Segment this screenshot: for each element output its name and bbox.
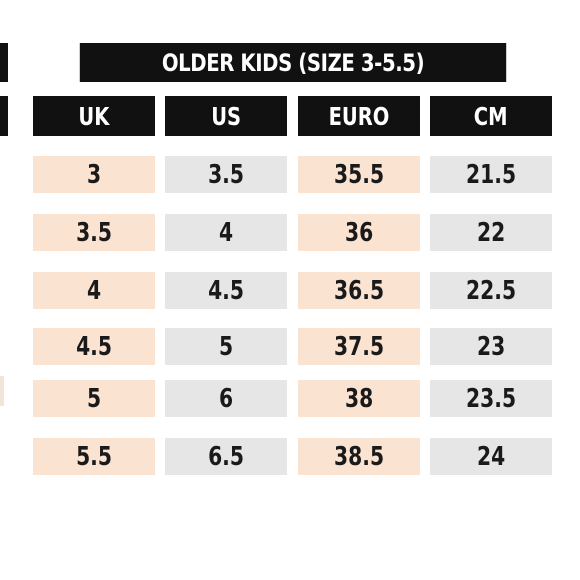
size-chart-title: OLDER KIDS (SIZE 3-5.5) (79, 43, 507, 82)
cell-value: 37.5 (333, 331, 385, 362)
table-cell-euro: 35.5 (298, 156, 420, 193)
table-cell-us: 4.5 (165, 272, 287, 309)
table-cell-cm: 21.5 (430, 156, 552, 193)
column-header-uk: UK (33, 96, 155, 136)
column-header-label: CM (474, 101, 508, 131)
cell-value: 36 (344, 217, 374, 248)
cell-value: 21.5 (465, 159, 517, 190)
table-cell-uk: 5 (33, 380, 155, 417)
cell-value: 22.5 (465, 275, 517, 306)
table-cell-cm: 22.5 (430, 272, 552, 309)
column-header-us: US (165, 96, 287, 136)
cell-value: 4 (86, 275, 102, 306)
cell-value: 38.5 (333, 441, 385, 472)
cell-value: 3.5 (208, 159, 244, 190)
table-cell-us: 6.5 (165, 438, 287, 475)
column-header-euro: EURO (298, 96, 420, 136)
cell-value: 6 (218, 383, 234, 414)
table-cell-euro: 37.5 (298, 328, 420, 365)
table-cell-euro: 38 (298, 380, 420, 417)
table-cell-us: 5 (165, 328, 287, 365)
cell-value: 6.5 (208, 441, 244, 472)
table-cell-cm: 24 (430, 438, 552, 475)
cell-value: 5.5 (76, 441, 112, 472)
column-header-label: EURO (328, 101, 390, 131)
table-cell-uk: 4 (33, 272, 155, 309)
table-cell-us: 3.5 (165, 156, 287, 193)
table-cell-cm: 23.5 (430, 380, 552, 417)
size-chart-title-text: OLDER KIDS (SIZE 3-5.5) (161, 48, 425, 77)
cell-value: 23.5 (465, 383, 517, 414)
table-cell-uk: 4.5 (33, 328, 155, 365)
cell-value: 4 (218, 217, 234, 248)
cell-value: 23 (476, 331, 506, 362)
table-cell-euro: 38.5 (298, 438, 420, 475)
cell-value: 4.5 (76, 331, 112, 362)
cell-value: 5 (218, 331, 234, 362)
table-cell-uk: 3.5 (33, 214, 155, 251)
left-edge-bar-top (0, 43, 8, 82)
left-edge-fragment (0, 376, 4, 406)
cell-value: 24 (476, 441, 506, 472)
cell-value: 36.5 (333, 275, 385, 306)
cell-value: 3.5 (76, 217, 112, 248)
cell-value: 3 (86, 159, 102, 190)
column-header-label: US (211, 101, 241, 131)
cell-value: 22 (476, 217, 506, 248)
table-cell-uk: 5.5 (33, 438, 155, 475)
cell-value: 38 (344, 383, 374, 414)
cell-value: 4.5 (208, 275, 244, 306)
table-cell-cm: 23 (430, 328, 552, 365)
table-cell-us: 4 (165, 214, 287, 251)
cell-value: 5 (86, 383, 102, 414)
column-header-cm: CM (430, 96, 552, 136)
table-cell-uk: 3 (33, 156, 155, 193)
cell-value: 35.5 (333, 159, 385, 190)
table-cell-euro: 36.5 (298, 272, 420, 309)
table-cell-euro: 36 (298, 214, 420, 251)
column-header-label: UK (78, 101, 110, 131)
table-cell-cm: 22 (430, 214, 552, 251)
left-edge-bar-header (0, 96, 8, 136)
table-cell-us: 6 (165, 380, 287, 417)
